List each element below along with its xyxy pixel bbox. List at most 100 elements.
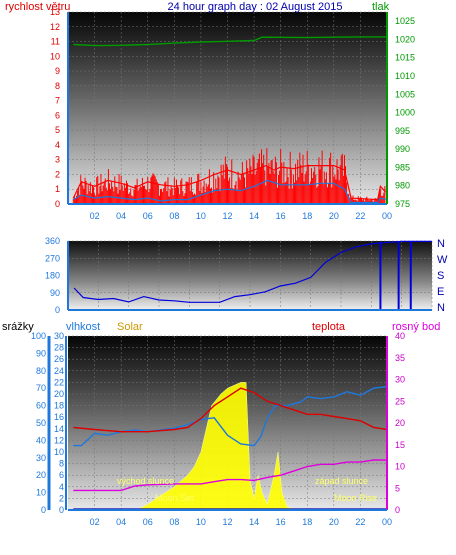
climate-x-tick-label: 14 [249,517,259,527]
wind-x-tick-label: 14 [249,211,259,221]
rain-y-tick-label: 18 [54,401,64,411]
wind-y-tick-label: 1 [55,184,60,194]
pressure-y-tick-label: 1020 [395,34,415,44]
moonrise-annotation: Moon Rise [334,493,377,503]
pressure-line [73,36,387,47]
compass-label: N [437,302,445,314]
temperature-y-tick-label: 35 [395,353,405,363]
wind-y-tick-label: 6 [55,110,60,120]
wind-y-tick-label: 4 [55,140,60,150]
temperature-y-tick-label: 5 [395,483,400,493]
wind-x-tick-label: 10 [196,211,206,221]
wind-x-tick-label: 00 [382,211,392,221]
wind-y-tick-label: 3 [55,155,60,165]
direction-y-tick-label: 180 [45,271,60,281]
wind-average-line [73,179,386,204]
climate-x-tick-label: 02 [90,517,100,527]
climate-x-tick-label: 18 [302,517,312,527]
wind-y-tick-label: 11 [51,37,60,47]
wind-x-tick-label: 02 [90,211,100,221]
temperature-y-tick-label: 20 [395,418,405,428]
sunrise-annotation: východ slunce [117,476,174,486]
moonset-annotation: Moon Set [155,493,194,503]
dewpoint-line [73,459,387,492]
climate-x-tick-label: 08 [169,517,179,527]
temperature-line [73,387,388,433]
wind-x-tick-label: 12 [222,211,232,221]
pressure-y-tick-label: 1025 [395,16,415,26]
humidity-y-tick-label: 80 [36,366,46,376]
temperature-y-tick-label: 30 [395,375,405,385]
pressure-y-tick-label: 990 [395,144,410,154]
tick-labels: 02 04 06 08 10 12 14 16 18 20 22 000123456789101112… [31,7,448,527]
pressure-y-tick-label: 980 [395,181,410,191]
wind-y-tick-label: 12 [50,22,60,32]
rain-y-tick-label: 8 [59,459,64,469]
wind-x-tick-label: 08 [169,211,179,221]
humidity-y-tick-label: 40 [36,435,46,445]
rain-y-tick-label: 4 [59,482,64,492]
rain-y-tick-label: 10 [54,447,64,457]
dewpoint-axis-title: rosný bod [392,321,440,333]
wind-y-tick-label: 0 [55,199,60,209]
pressure-y-tick-label: 975 [395,199,410,209]
rain-axis-title: srážky [2,321,34,333]
wind-y-tick-label: 9 [55,66,60,76]
pressure-y-tick-label: 1010 [395,71,415,81]
compass-label: S [437,270,444,282]
humidity-y-tick-label: 70 [36,383,46,393]
humidity-y-tick-label: 50 [36,418,46,428]
climate-x-tick-label: 04 [116,517,126,527]
climate-x-tick-label: 22 [355,517,365,527]
humidity-y-tick-label: 90 [36,348,46,358]
direction-y-tick-label: 90 [50,288,60,298]
pressure-y-tick-label: 995 [395,126,410,136]
climate-x-tick-label: 12 [222,517,232,527]
compass-label: N [437,238,445,250]
rain-y-tick-label: 12 [54,435,64,445]
wind-y-tick-label: 13 [50,7,60,17]
climate-x-tick-label: 16 [276,517,286,527]
series-layer [72,36,432,511]
climate-x-tick-label: 20 [329,517,339,527]
wind-x-tick-label: 06 [143,211,153,221]
pressure-y-tick-label: 985 [395,162,410,172]
wind-x-tick-label: 18 [302,211,312,221]
wind-y-tick-label: 8 [55,81,60,91]
temperature-y-tick-label: 40 [395,331,405,341]
axes-layer [47,12,432,511]
wind-y-tick-label: 2 [55,169,60,179]
climate-x-tick-label: 10 [196,517,206,527]
humidity-y-tick-label: 10 [36,488,46,498]
humidity-y-tick-label: 30 [36,453,46,463]
pressure-axis-title: tlak [372,1,390,13]
wind-speed-line [72,164,387,201]
wind-y-tick-label: 10 [50,51,60,61]
temperature-y-tick-label: 0 [395,505,400,515]
pressure-y-tick-label: 1015 [395,53,415,63]
direction-y-tick-label: 270 [45,253,60,263]
compass-label: W [437,254,448,266]
rain-y-tick-label: 20 [54,389,64,399]
humidity-axis-title: vlhkost [66,321,100,333]
rain-y-tick-label: 22 [54,377,64,387]
direction-y-tick-label: 0 [55,305,60,315]
rain-y-tick-label: 2 [59,493,64,503]
wind-x-tick-label: 04 [116,211,126,221]
chart-title: 24 hour graph day : 02 August 2015 [168,1,343,13]
wind-direction-line [73,240,432,303]
wind-axis-title: rychlost větru [5,1,70,13]
rain-y-tick-label: 30 [54,331,64,341]
sunset-annotation: západ slunce [315,476,368,486]
temperature-y-tick-label: 15 [395,440,405,450]
wind-y-tick-label: 5 [55,125,60,135]
rain-y-tick-label: 26 [54,354,64,364]
pressure-y-tick-label: 1000 [395,108,415,118]
climate-x-tick-label: 06 [143,517,153,527]
temperature-axis-title: teplota [312,321,346,333]
rain-y-tick-label: 16 [54,412,64,422]
humidity-y-tick-label: 20 [36,470,46,480]
humidity-y-tick-label: 0 [41,505,46,515]
pressure-y-tick-label: 1005 [395,89,415,99]
